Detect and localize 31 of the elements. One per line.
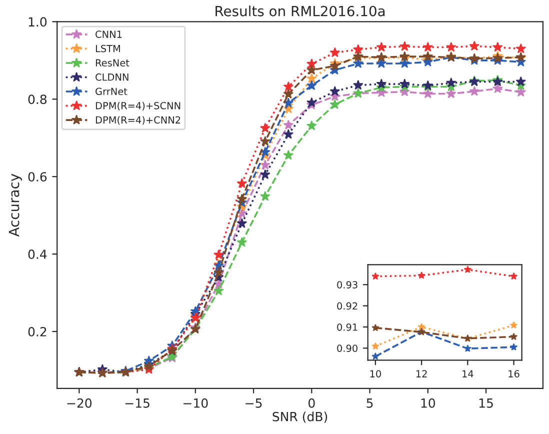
x-tick-label: 12 [416, 370, 427, 378]
y-axis-title: Accuracy [8, 174, 22, 237]
y-tick-label: 0.4 [28, 250, 47, 259]
x-tick-label: −20 [67, 398, 92, 408]
x-tick-label: 14 [462, 370, 474, 378]
legend-label: DPM(R=4)+SCNN [96, 102, 180, 110]
x-tick-label: 5 [366, 398, 373, 408]
legend-label: ResNet [96, 59, 130, 67]
x-tick-label: 16 [508, 370, 520, 378]
y-tick-label: 0.91 [337, 323, 358, 331]
x-tick-label: −5 [246, 398, 262, 408]
y-tick-label: 0.92 [337, 302, 358, 310]
y-tick-label: 0.2 [28, 326, 46, 336]
x-tick-label: −15 [125, 398, 150, 408]
x-axis-title: SNR (dB) [272, 412, 328, 423]
y-tick-label: 0.6 [28, 172, 47, 182]
y-tick-label: 0.90 [337, 344, 358, 352]
y-tick-label: 0.8 [28, 94, 47, 104]
x-tick-label: 10 [370, 370, 381, 378]
x-tick-label: −10 [184, 398, 208, 408]
legend-label: DPM(R=4)+CNN2 [96, 116, 180, 125]
legend-label: CLDNN [96, 73, 128, 81]
legend-label: CNN1 [96, 30, 122, 38]
x-tick-label: 15 [479, 398, 493, 408]
x-tick-label: 10 [421, 398, 436, 408]
y-tick-label: 0.93 [337, 281, 358, 288]
chart-title: Results on RML2016.10a [216, 6, 385, 16]
legend-label: GrrNet [96, 88, 128, 96]
legend-label: LSTM [96, 44, 120, 52]
x-tick-label: 0 [308, 398, 315, 408]
y-tick-label: 1.0 [28, 17, 47, 27]
